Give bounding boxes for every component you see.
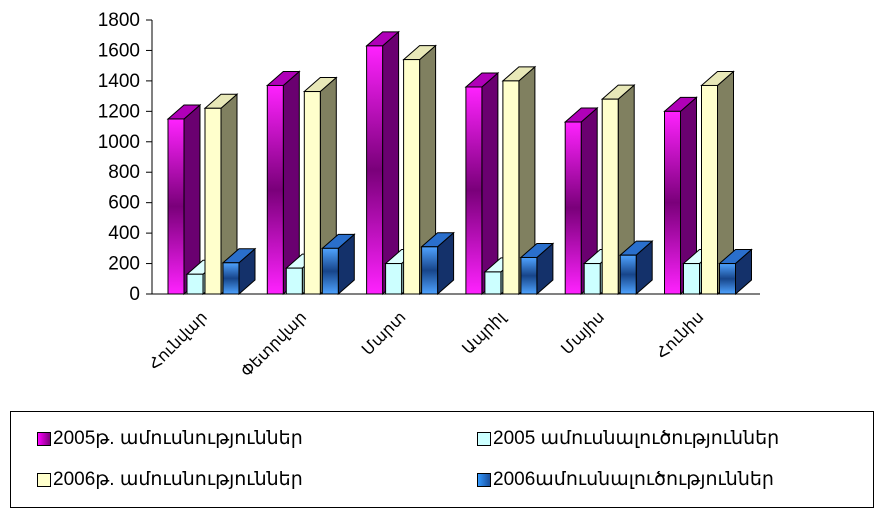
- y-tick-label: 0: [129, 284, 140, 305]
- bar-front: [664, 110, 681, 295]
- legend-item-2006-divorces: 2006ամուսնալուծություններ: [477, 469, 774, 491]
- x-tick-label: Հունվար: [146, 309, 211, 374]
- y-tick-label: 400: [108, 223, 140, 244]
- bar-front: [564, 121, 582, 295]
- bar-front: [520, 256, 538, 295]
- bar: [221, 247, 257, 296]
- bar-chart: 0 200 400 600 800 1000 1200 1400 1600 1800 Հունվար…: [98, 10, 760, 381]
- y-tick-label: 200: [108, 254, 140, 275]
- bar: [420, 231, 455, 296]
- bar: [464, 71, 500, 296]
- x-tick-label: Հունիս: [654, 309, 708, 363]
- y-tick-label: 600: [108, 193, 140, 214]
- bar-front: [266, 84, 284, 295]
- bar-front: [385, 263, 403, 295]
- bar-front: [701, 84, 718, 295]
- bar-front: [321, 247, 339, 295]
- bar-front: [465, 86, 483, 295]
- bar: [203, 93, 239, 296]
- bar-front: [303, 91, 321, 295]
- x-tick-label: Փետրվար: [238, 309, 310, 381]
- bar: [563, 106, 599, 296]
- bar: [320, 233, 356, 296]
- legend-swatch-2005-divorces: [477, 432, 491, 446]
- legend: 2005թ. ամուսնություններ 2005 ամուսնալուծ…: [10, 411, 874, 508]
- bar: [700, 70, 735, 296]
- bar-front: [186, 273, 204, 295]
- bar: [600, 84, 636, 296]
- legend-label-2005-marriages: 2005թ. ամուսնություններ: [53, 428, 303, 449]
- bar: [265, 70, 301, 296]
- x-tick-label: Մայիս: [559, 309, 608, 358]
- y-tick-label: 1400: [98, 71, 140, 92]
- legend-label-2006-marriages: 2006թ. ամուսնություններ: [53, 469, 303, 490]
- bar-front: [683, 263, 700, 295]
- legend-swatch-2006-marriages: [37, 473, 51, 487]
- x-tick-label: Ապրիլ: [460, 308, 510, 358]
- bar: [501, 65, 537, 296]
- bar: [302, 76, 338, 296]
- bar-front: [421, 246, 439, 295]
- x-tick-label: Մարտ: [359, 309, 409, 359]
- bar-front: [583, 263, 601, 295]
- bar-front: [204, 107, 222, 295]
- bar: [718, 248, 753, 296]
- bar-front: [366, 45, 384, 295]
- bar: [519, 242, 555, 296]
- legend-label-2006-divorces: 2006ամուսնալուծություններ: [493, 469, 774, 490]
- legend-swatch-2005-marriages: [37, 432, 51, 446]
- y-tick-label: 1200: [98, 101, 140, 122]
- bar: [365, 30, 400, 296]
- legend-label-2005-divorces: 2005 ամուսնալուծություններ: [493, 428, 780, 449]
- legend-swatch-2006-divorces: [477, 473, 491, 487]
- bar-front: [222, 262, 240, 295]
- legend-item-2006-marriages: 2006թ. ամուսնություններ: [37, 469, 303, 491]
- bar-side: [481, 71, 499, 296]
- bar: [618, 240, 654, 296]
- bar-front: [167, 118, 185, 295]
- bar: [663, 96, 698, 296]
- bar-front: [403, 59, 421, 295]
- y-tick-label: 800: [108, 162, 140, 183]
- bar-front: [601, 98, 619, 295]
- bar-front: [285, 267, 303, 295]
- y-tick-label: 1800: [98, 10, 140, 31]
- bar-front: [719, 263, 736, 295]
- bar: [166, 103, 202, 296]
- y-tick-label: 1000: [98, 132, 140, 153]
- bar-front: [502, 80, 520, 295]
- legend-item-2005-divorces: 2005 ամուսնալուծություններ: [477, 428, 779, 450]
- bar-front: [484, 271, 502, 295]
- legend-item-2005-marriages: 2005թ. ամուսնություններ: [37, 428, 303, 450]
- bar-front: [619, 254, 637, 295]
- y-tick-label: 1600: [98, 40, 140, 61]
